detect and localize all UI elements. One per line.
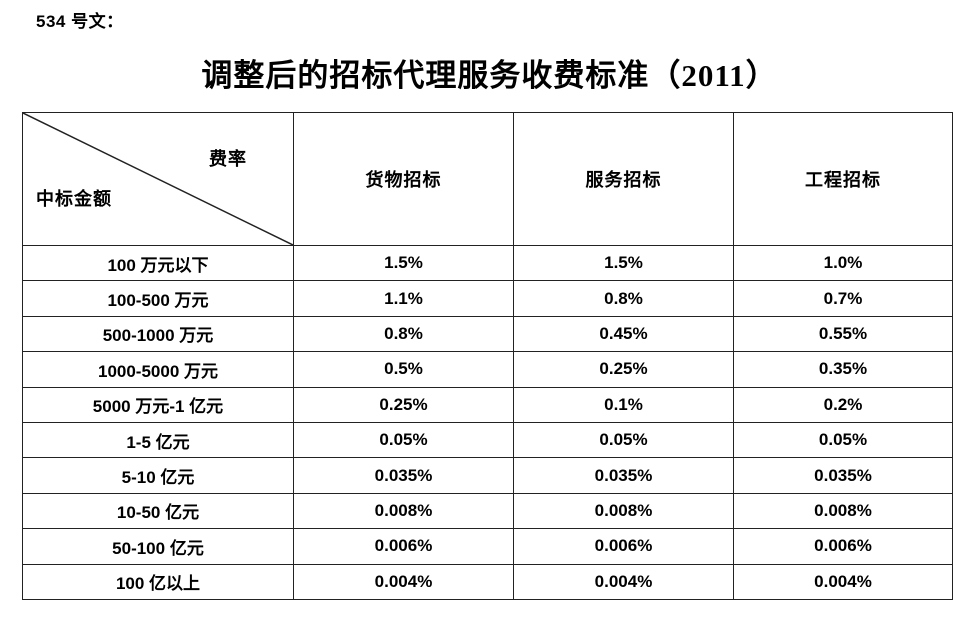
fee-value: 0.8% (513, 280, 734, 317)
corner-label-amount: 中标金额 (36, 189, 112, 209)
column-header-services: 服务招标 (513, 112, 734, 246)
fee-table: 费率 中标金额 货物招标 服务招标 工程招标 100 万元以下 1.5% 1.5… (22, 112, 953, 601)
row-label: 5000 万元-1 亿元 (22, 386, 294, 423)
row-label: 50-100 亿元 (22, 528, 294, 565)
table-row: 1-5 亿元 0.05% 0.05% 0.05% (22, 421, 953, 459)
corner-header-cell: 费率 中标金额 (22, 112, 294, 246)
fee-value: 0.2% (733, 386, 953, 423)
row-label: 100 亿以上 (22, 563, 294, 601)
row-label: 500-1000 万元 (22, 315, 294, 353)
fee-value: 0.004% (293, 563, 514, 601)
table-row: 50-100 亿元 0.006% 0.006% 0.006% (22, 528, 953, 565)
fee-value: 0.5% (293, 351, 514, 388)
table-row: 100 亿以上 0.004% 0.004% 0.004% (22, 563, 953, 601)
fee-value: 0.035% (513, 457, 734, 494)
fee-value: 0.25% (513, 351, 734, 388)
row-label: 100 万元以下 (22, 244, 294, 282)
table-row: 500-1000 万元 0.8% 0.45% 0.55% (22, 315, 953, 353)
row-label: 10-50 亿元 (22, 492, 294, 530)
header-row: 费率 中标金额 货物招标 服务招标 工程招标 (22, 112, 953, 246)
fee-value: 0.006% (733, 528, 953, 565)
diagonal-divider-line (23, 113, 293, 245)
fee-value: 0.05% (733, 421, 953, 459)
corner-label-rate: 费率 (209, 149, 247, 169)
fee-value: 0.004% (733, 563, 953, 601)
fee-value: 0.25% (293, 386, 514, 423)
fee-value: 1.0% (733, 244, 953, 282)
fee-value: 0.006% (513, 528, 734, 565)
fee-value: 0.05% (513, 421, 734, 459)
fee-value: 1.5% (293, 244, 514, 282)
fee-value: 0.45% (513, 315, 734, 353)
fee-value: 0.05% (293, 421, 514, 459)
column-header-engineering: 工程招标 (733, 112, 953, 246)
row-label: 100-500 万元 (22, 280, 294, 317)
fee-value: 0.7% (733, 280, 953, 317)
table-row: 10-50 亿元 0.008% 0.008% 0.008% (22, 492, 953, 530)
fee-value: 0.1% (513, 386, 734, 423)
fee-value: 1.1% (293, 280, 514, 317)
column-header-goods: 货物招标 (293, 112, 514, 246)
fee-value: 0.008% (733, 492, 953, 530)
fee-value: 0.008% (513, 492, 734, 530)
fee-value: 0.035% (293, 457, 514, 494)
fee-value: 0.006% (293, 528, 514, 565)
fee-value: 0.008% (293, 492, 514, 530)
row-label: 1-5 亿元 (22, 421, 294, 459)
table-row: 5000 万元-1 亿元 0.25% 0.1% 0.2% (22, 386, 953, 423)
fee-value: 0.35% (733, 351, 953, 388)
fee-value: 0.8% (293, 315, 514, 353)
page-title: 调整后的招标代理服务收费标准（2011） (201, 58, 778, 93)
table-row: 100 万元以下 1.5% 1.5% 1.0% (22, 244, 953, 282)
fee-value: 0.004% (513, 563, 734, 601)
table-row: 100-500 万元 1.1% 0.8% 0.7% (22, 280, 953, 317)
table-row: 1000-5000 万元 0.5% 0.25% 0.35% (22, 351, 953, 388)
fee-value: 0.035% (733, 457, 953, 494)
fee-value: 0.55% (733, 315, 953, 353)
doc-number-label: 534 号文： (36, 12, 124, 31)
row-label: 5-10 亿元 (22, 457, 294, 494)
row-label: 1000-5000 万元 (22, 351, 294, 388)
table-row: 5-10 亿元 0.035% 0.035% 0.035% (22, 457, 953, 494)
fee-value: 1.5% (513, 244, 734, 282)
